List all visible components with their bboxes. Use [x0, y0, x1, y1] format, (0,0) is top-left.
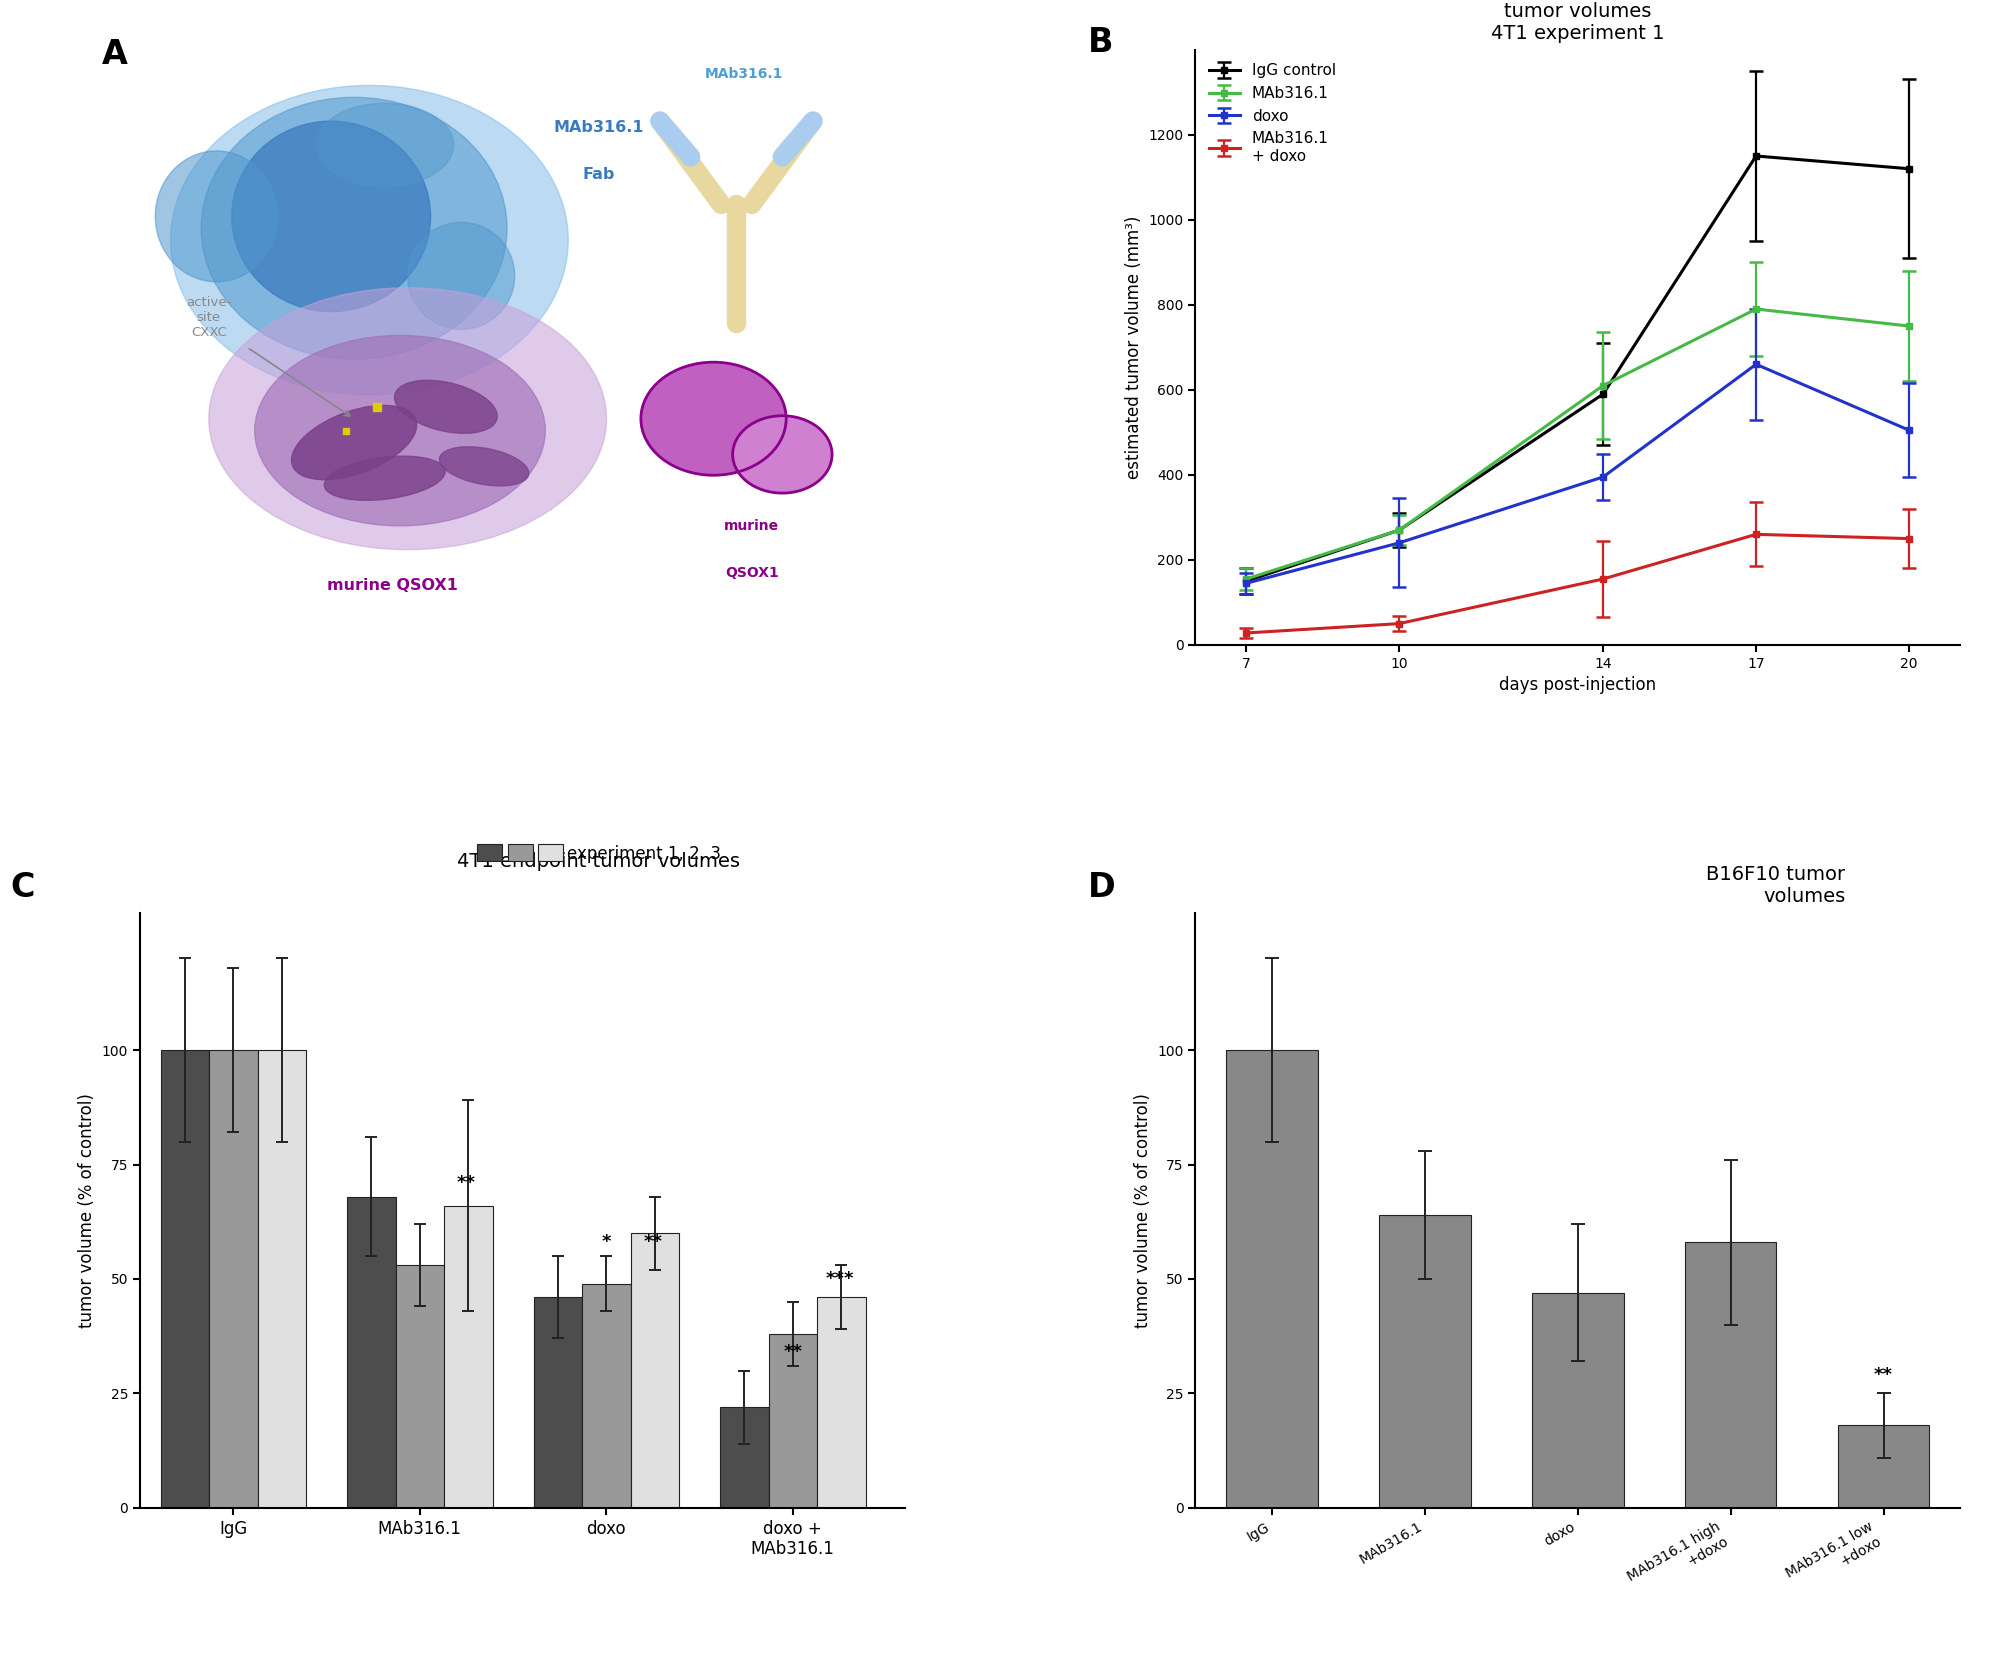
Bar: [1378, 1215, 1470, 1508]
Ellipse shape: [440, 447, 528, 486]
Ellipse shape: [170, 86, 568, 394]
Bar: [1532, 1292, 1624, 1508]
Ellipse shape: [254, 335, 546, 525]
Y-axis label: estimated tumor volume (mm³): estimated tumor volume (mm³): [1124, 215, 1142, 479]
Text: Fab: Fab: [582, 167, 616, 182]
Ellipse shape: [292, 406, 416, 479]
Ellipse shape: [408, 222, 514, 330]
Text: B16F10 tumor
volumes: B16F10 tumor volumes: [1706, 865, 1846, 906]
Ellipse shape: [202, 98, 508, 360]
Bar: [1226, 1051, 1318, 1508]
Bar: [818, 1297, 866, 1508]
Bar: [444, 1206, 492, 1508]
Y-axis label: tumor volume (% of control): tumor volume (% of control): [78, 1094, 96, 1327]
Text: **: **: [784, 1344, 802, 1362]
X-axis label: days post-injection: days post-injection: [1500, 676, 1656, 694]
Ellipse shape: [394, 381, 498, 434]
Bar: [720, 1407, 768, 1508]
Title: tumor volumes
4T1 experiment 1: tumor volumes 4T1 experiment 1: [1490, 2, 1664, 43]
Text: active-
site
CXXC: active- site CXXC: [186, 297, 232, 340]
Text: QSOX1: QSOX1: [724, 567, 778, 580]
Bar: [160, 1051, 210, 1508]
Bar: [396, 1266, 444, 1508]
Bar: [1684, 1243, 1776, 1508]
Bar: [210, 1051, 258, 1508]
Bar: [768, 1334, 818, 1508]
Circle shape: [640, 363, 786, 476]
Bar: [534, 1297, 582, 1508]
Text: *: *: [602, 1233, 612, 1251]
Ellipse shape: [316, 103, 454, 187]
Text: **: **: [644, 1233, 662, 1251]
Ellipse shape: [232, 121, 430, 312]
Bar: [1838, 1425, 1930, 1508]
Text: MAb316.1: MAb316.1: [704, 66, 784, 81]
Ellipse shape: [208, 288, 606, 550]
Text: D: D: [1088, 872, 1116, 905]
Ellipse shape: [324, 456, 446, 500]
Bar: [348, 1196, 396, 1508]
Bar: [582, 1284, 630, 1508]
Text: ***: ***: [826, 1271, 854, 1287]
Legend: IgG control, MAb316.1, doxo, MAb316.1
+ doxo: IgG control, MAb316.1, doxo, MAb316.1 + …: [1202, 58, 1342, 171]
Text: **: **: [456, 1173, 476, 1191]
Ellipse shape: [156, 151, 278, 282]
Text: murine QSOX1: murine QSOX1: [326, 578, 458, 593]
Text: murine: murine: [724, 519, 780, 534]
Text: 4T1 endpoint tumor volumes: 4T1 endpoint tumor volumes: [458, 852, 740, 872]
Y-axis label: tumor volume (% of control): tumor volume (% of control): [1134, 1094, 1152, 1327]
Bar: [630, 1233, 680, 1508]
Legend: , , experiment 1, 2, 3: , , experiment 1, 2, 3: [470, 838, 728, 870]
Text: MAb316.1: MAb316.1: [554, 119, 644, 134]
Text: **: **: [1874, 1367, 1894, 1384]
Bar: [258, 1051, 306, 1508]
Text: B: B: [1088, 27, 1114, 60]
Text: A: A: [102, 38, 128, 71]
Circle shape: [732, 416, 832, 494]
Text: C: C: [10, 872, 34, 905]
